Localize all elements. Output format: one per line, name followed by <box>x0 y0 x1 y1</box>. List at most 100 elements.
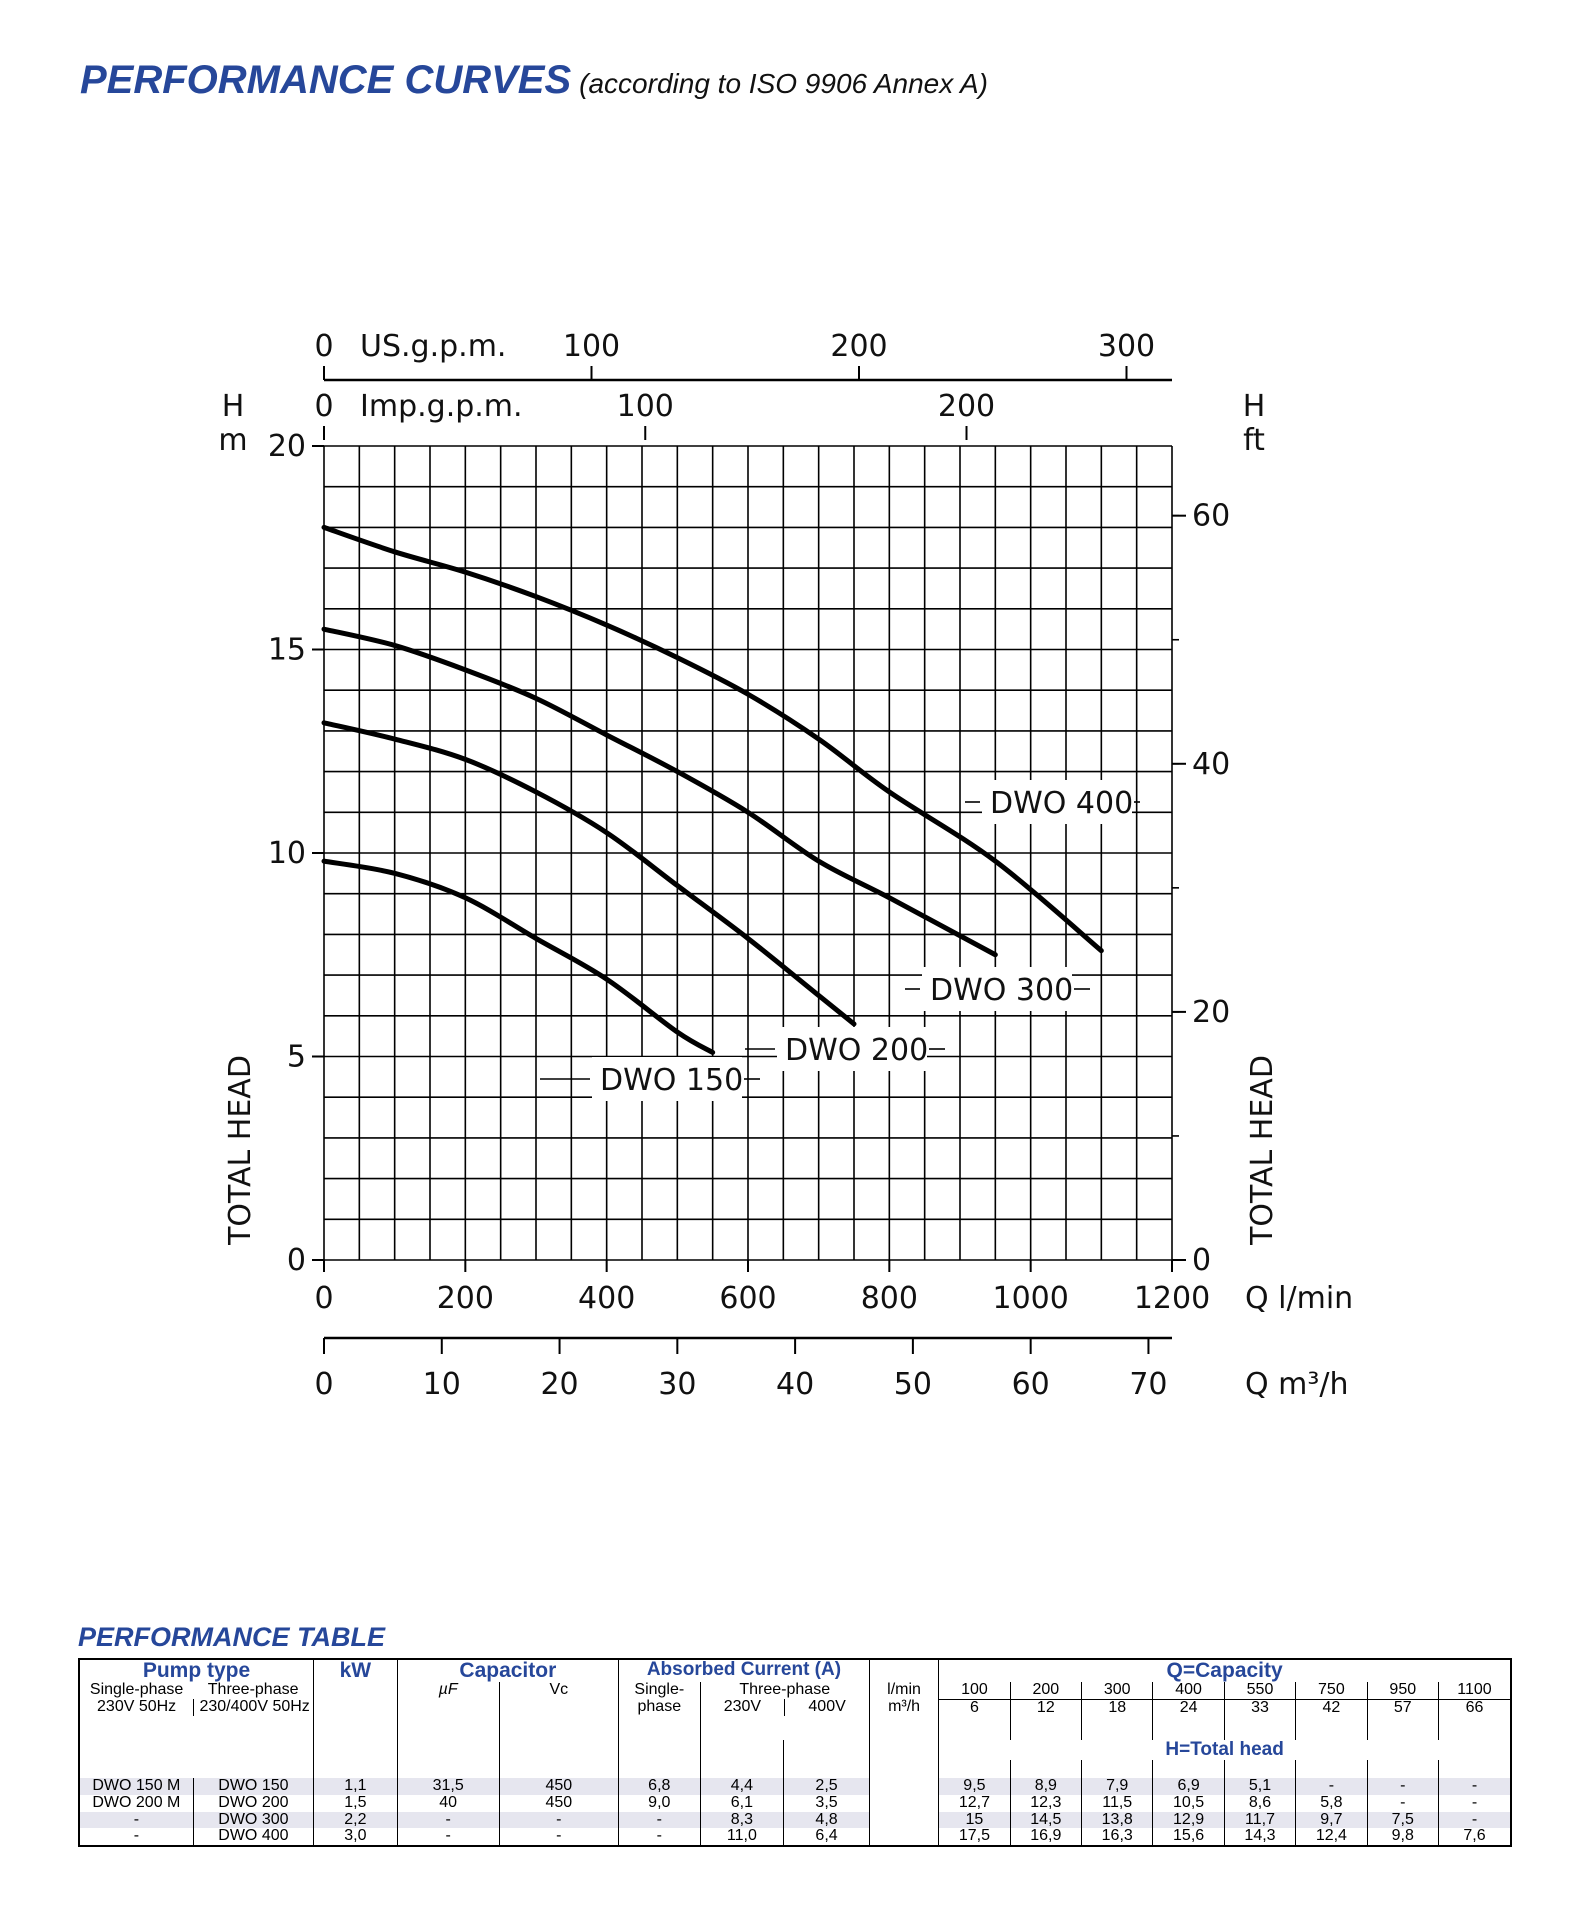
table-row: DWO 200 M DWO 200 1,5 40 450 9,0 6,1 3,5 12,7 12,… <box>79 1793 1511 1812</box>
q-lmin: 400 <box>1175 1681 1202 1699</box>
series-label: DWO 150 <box>600 1063 743 1098</box>
usgpm-tick-label: 0 <box>314 329 333 364</box>
y2-axis-unit: H <box>1243 389 1266 424</box>
cell-a1: 9,0 <box>618 1794 701 1812</box>
performance-table: Pump type kW Capacitor Absorbed Current … <box>78 1658 1512 1848</box>
cell-head: 12,4 <box>1295 1828 1368 1847</box>
y-tick-label: 15 <box>268 633 306 668</box>
ac-230: 230V <box>723 1697 762 1715</box>
cell-kw: 3,0 <box>313 1828 398 1847</box>
uf-header: µF <box>396 1681 500 1741</box>
cell-head: 9,5 <box>938 1777 1011 1795</box>
cell-three: DWO 400 <box>192 1828 314 1847</box>
ac-400: 400V <box>784 1698 869 1716</box>
cell-head: 7,5 <box>1366 1811 1439 1829</box>
cell-head: 17,5 <box>938 1828 1011 1847</box>
curve-dwo-400 <box>321 524 1104 954</box>
q-lmin: 300 <box>1103 1681 1131 1699</box>
impgpm-tick-label: 100 <box>617 389 674 424</box>
series-label: DWO 200 <box>785 1033 928 1068</box>
table-header-row-1: Pump type kW Capacitor Absorbed Current … <box>79 1659 1511 1683</box>
q-lmin: 950 <box>1389 1681 1417 1699</box>
kw-header: kW <box>313 1659 398 1683</box>
ac-three-phase: Three-phase <box>739 1681 831 1699</box>
cell-head: 14,5 <box>1009 1811 1082 1829</box>
single-phase-spec: 230V 50Hz <box>97 1697 177 1715</box>
m3h-label: m³/h <box>888 1697 921 1715</box>
y2-tick-label: 40 <box>1192 747 1230 782</box>
q-capacity-header: Q=Capacity <box>938 1659 1511 1683</box>
m3h-tick-label: 0 <box>314 1367 333 1402</box>
impgpm-axis-label: Imp.g.p.m. <box>360 389 523 424</box>
y-tick-label: 0 <box>287 1243 306 1278</box>
cell-a400: 3,5 <box>783 1794 870 1812</box>
q-lmin: 1100 <box>1457 1681 1492 1699</box>
table-row: DWO 150 M DWO 150 1,1 31,5 450 6,8 4,4 2,5 9,5 8,… <box>79 1777 1511 1795</box>
y-axis-unit: H <box>222 389 245 424</box>
series-label: DWO 400 <box>990 786 1133 821</box>
cell-head: - <box>1437 1777 1511 1795</box>
ac-single-2: phase <box>637 1697 682 1715</box>
m3h-tick-label: 40 <box>776 1367 814 1402</box>
q-m3h: 33 <box>1224 1698 1296 1717</box>
usgpm-tick-label: 300 <box>1098 329 1155 364</box>
x-tick-label: 200 <box>437 1281 494 1316</box>
table-title: PERFORMANCE TABLE <box>78 1622 385 1652</box>
m3h-tick-label: 30 <box>658 1367 696 1402</box>
three-phase-label: Three-phase <box>207 1681 299 1699</box>
impgpm-tick-label: 0 <box>314 389 333 424</box>
cell-uf: 40 <box>396 1794 500 1812</box>
single-phase-label: Single-phase <box>89 1681 184 1699</box>
y-axis-unit: m <box>218 423 247 458</box>
cell-single: - <box>79 1811 194 1829</box>
cell-a230: 11,0 <box>699 1828 784 1847</box>
series-label-bg <box>982 780 1132 824</box>
q-lmin: 200 <box>1032 1681 1060 1699</box>
absorbed-current-header: Absorbed Current (A) <box>618 1659 870 1683</box>
q-m3h: 42 <box>1296 1698 1367 1717</box>
curve-dwo-150 <box>321 858 716 1055</box>
cell-head: - <box>1437 1794 1511 1812</box>
cell-a1: 6,8 <box>618 1777 701 1795</box>
cell-vc: - <box>498 1811 619 1829</box>
cell-head: 15 <box>938 1811 1011 1829</box>
cell-kw: 1,5 <box>313 1794 398 1812</box>
cell-head: 10,5 <box>1152 1794 1225 1812</box>
cell-head: 8,6 <box>1223 1794 1296 1812</box>
cell-three: DWO 200 <box>192 1794 314 1812</box>
x-tick-label: 800 <box>861 1281 918 1316</box>
y2-axis-label: TOTAL HEAD <box>1245 1055 1280 1246</box>
table-header-row-2: Single-phase 230V 50Hz Three-phase 230/400… <box>79 1681 1511 1741</box>
x-tick-label: 400 <box>578 1281 635 1316</box>
series-label-bg <box>922 967 1072 1011</box>
cell-head: 13,8 <box>1081 1811 1153 1829</box>
cell-head: 5,1 <box>1223 1777 1296 1795</box>
page-title: PERFORMANCE CURVES (according to ISO 9906… <box>80 58 988 103</box>
x-tick-label: 1200 <box>1134 1281 1210 1316</box>
m3h-tick-label: 60 <box>1012 1367 1050 1402</box>
cell-head: 11,7 <box>1223 1811 1296 1829</box>
m3h-tick-label: 20 <box>540 1367 578 1402</box>
cell-head: 9,7 <box>1295 1811 1368 1829</box>
x-axis-label: Q l/min <box>1245 1281 1353 1316</box>
cell-kw: 2,2 <box>313 1811 398 1829</box>
title-main: PERFORMANCE CURVES <box>80 58 572 102</box>
cell-vc: 450 <box>498 1777 619 1795</box>
cell-head: 12,3 <box>1009 1794 1082 1812</box>
m3h-tick-label: 70 <box>1129 1367 1167 1402</box>
cell-single: DWO 200 M <box>92 1793 181 1811</box>
q-lmin: 100 <box>961 1681 988 1699</box>
cell-head: 6,9 <box>1152 1777 1225 1795</box>
m3h-tick-label: 10 <box>423 1367 461 1402</box>
x-tick-label: 600 <box>719 1281 776 1316</box>
cell-head: 16,9 <box>1009 1828 1082 1847</box>
q-lmin: 550 <box>1246 1681 1274 1699</box>
cell-three: DWO 150 <box>192 1777 314 1795</box>
cell-head: 7,6 <box>1437 1828 1511 1847</box>
cell-kw: 1,1 <box>313 1777 398 1795</box>
cell-head: - <box>1366 1794 1439 1812</box>
capacitor-header: Capacitor <box>396 1659 619 1683</box>
cell-a400: 4,8 <box>783 1811 870 1829</box>
cell-head: 15,6 <box>1152 1828 1225 1847</box>
